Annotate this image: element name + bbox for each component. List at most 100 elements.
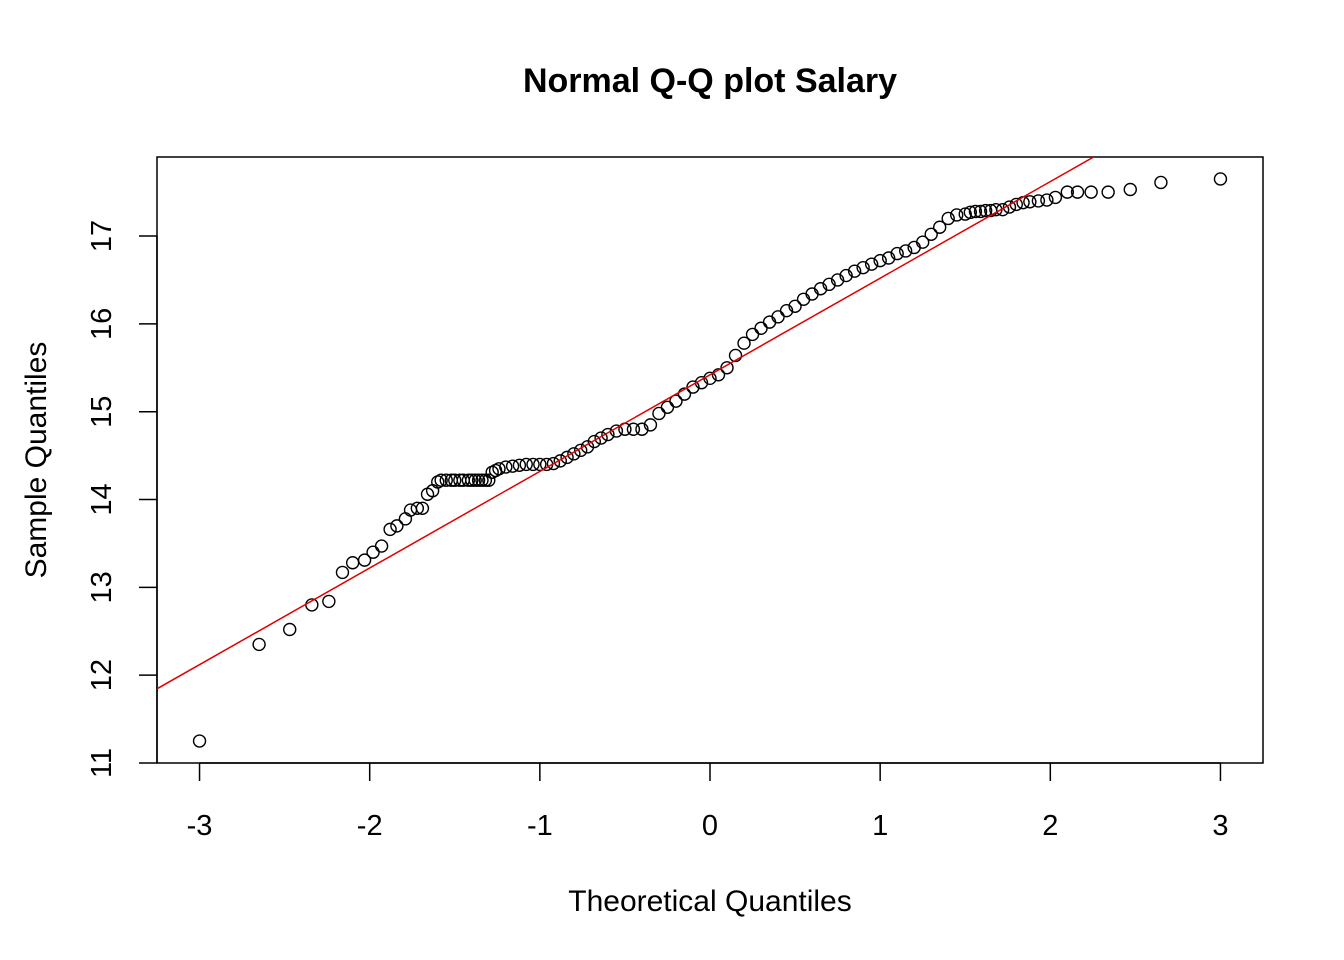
data-point — [252, 637, 266, 652]
data-point — [492, 462, 506, 476]
data-point — [560, 450, 574, 465]
data-point — [973, 204, 988, 219]
points-layer — [192, 172, 1228, 748]
data-point — [499, 460, 513, 474]
data-point — [533, 457, 547, 472]
data-point — [805, 287, 819, 301]
y-tick-label: 16 — [86, 308, 118, 340]
data-point — [471, 473, 486, 487]
data-point — [587, 434, 601, 449]
y-tick-label: 11 — [86, 748, 118, 778]
data-point — [1040, 193, 1054, 207]
data-point — [950, 208, 964, 222]
data-point — [1123, 182, 1137, 197]
data-point — [1048, 190, 1063, 205]
data-point — [830, 273, 845, 287]
data-point — [366, 545, 380, 559]
x-axis-label: Theoretical Quantiles — [568, 885, 851, 918]
data-point — [915, 235, 930, 249]
data-point — [643, 418, 658, 432]
data-point — [635, 422, 649, 436]
data-point — [505, 459, 520, 473]
data-point — [978, 203, 993, 218]
data-point — [941, 211, 955, 226]
data-point — [468, 473, 482, 487]
data-point — [1002, 200, 1017, 214]
x-tick-label: -2 — [357, 810, 383, 842]
data-point — [890, 246, 904, 261]
data-point — [677, 387, 692, 401]
data-point — [669, 394, 683, 408]
x-tick-label: -1 — [527, 810, 553, 842]
data-point — [933, 220, 947, 234]
data-point — [357, 553, 372, 567]
data-point — [434, 473, 448, 487]
data-point — [847, 264, 862, 278]
data-point — [995, 202, 1010, 217]
x-tick-label: 0 — [702, 810, 718, 842]
data-point — [553, 454, 567, 468]
y-tick-label: 17 — [86, 220, 118, 252]
data-point — [754, 321, 768, 335]
data-point — [813, 282, 828, 296]
data-point — [1060, 185, 1075, 199]
data-point — [839, 268, 853, 283]
data-point — [601, 427, 615, 442]
x-axis: -3 -2 -1 0 1 2 3 — [187, 762, 1229, 842]
data-point — [1070, 185, 1085, 199]
data-point — [594, 431, 608, 445]
y-axis-label: Sample Quantiles — [20, 342, 53, 579]
data-point — [322, 594, 336, 609]
data-point — [410, 501, 425, 516]
data-point — [652, 406, 666, 421]
x-tick-label: -3 — [187, 810, 213, 842]
data-point — [737, 336, 751, 350]
data-point — [398, 512, 413, 526]
data-point — [788, 299, 802, 314]
y-tick-label: 15 — [86, 396, 118, 428]
data-point — [415, 501, 430, 516]
data-point — [924, 227, 938, 241]
data-point — [864, 257, 879, 271]
data-point — [1084, 185, 1098, 199]
data-point — [482, 473, 496, 487]
x-tick-label: 1 — [872, 810, 888, 842]
data-point — [856, 260, 870, 275]
data-point — [779, 303, 794, 318]
data-point — [1213, 172, 1228, 186]
y-tick-label: 14 — [86, 483, 118, 515]
data-point — [796, 292, 811, 306]
data-point — [374, 539, 389, 553]
data-point — [963, 205, 978, 220]
data-point — [526, 457, 540, 472]
data-point — [771, 310, 785, 324]
data-point — [283, 622, 297, 637]
data-point — [728, 348, 743, 363]
data-point — [461, 473, 476, 487]
x-tick-label: 2 — [1042, 810, 1058, 842]
data-point — [968, 204, 983, 219]
data-point — [873, 253, 887, 268]
data-point — [192, 734, 207, 748]
data-point — [898, 244, 913, 258]
data-point — [881, 251, 896, 265]
reference-line — [157, 157, 1096, 690]
chart-title: Normal Q-Q plot Salary — [523, 62, 897, 100]
data-point — [478, 473, 493, 487]
data-point — [335, 565, 350, 580]
data-point — [567, 447, 581, 461]
x-tick-label: 3 — [1212, 810, 1228, 842]
data-point — [448, 473, 462, 487]
y-axis: 11 12 13 14 15 16 17 — [86, 220, 158, 778]
data-point — [383, 522, 397, 537]
data-point — [1031, 194, 1046, 208]
data-point — [762, 315, 777, 329]
data-point — [439, 473, 453, 487]
data-point — [345, 556, 360, 570]
data-point — [626, 422, 641, 436]
data-point — [390, 519, 404, 533]
data-point — [711, 368, 726, 382]
y-tick-label: 12 — [86, 659, 118, 691]
data-point — [573, 443, 588, 458]
